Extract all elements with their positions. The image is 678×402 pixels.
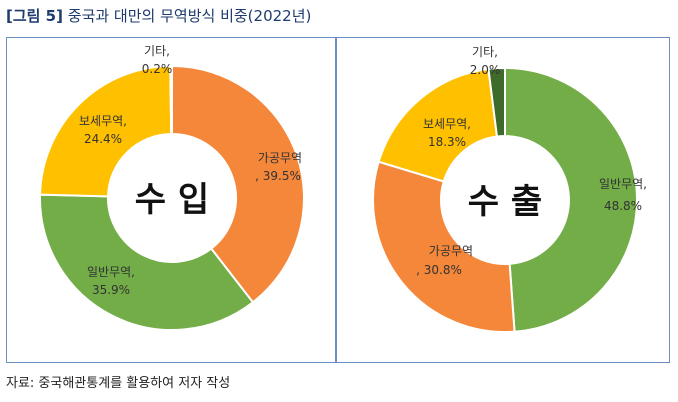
import-donut-chart: 가공무역 , 39.5% 일반무역, 35.9% 보세무역, 24.4% 기타, 0.2% 수 … [39, 44, 305, 331]
export-chart-panel: 일반무역, 48.8% 가공무역 , 30.8% 보세무역, 18.3% 기타, 2.0% 수 … [336, 37, 670, 363]
pie-slice [39, 64, 173, 198]
import-chart-panel: 가공무역 , 39.5% 일반무역, 35.9% 보세무역, 24.4% 기타, 0.2% 수 … [6, 37, 336, 363]
pie-slice [372, 160, 516, 333]
slice-value-label: 48.8% [604, 199, 642, 213]
slice-label: 기타, [144, 44, 170, 58]
pie-slice [169, 64, 173, 136]
figure-title-text: 중국과 대만의 무역방식 비중(2022년) [67, 7, 312, 25]
source-note: 자료: 중국해관통계를 활용하여 저자 작성 [6, 376, 231, 391]
slice-label: 가공무역 [258, 151, 302, 165]
pie-slice [171, 64, 305, 304]
pie-slice [504, 66, 639, 333]
slice-label: 일반무역, [599, 177, 647, 191]
slice-value-label: 24.4% [84, 132, 122, 146]
figure-number: [그림 5] [6, 7, 63, 25]
slice-label: 보세무역, [423, 117, 471, 131]
slice-value-label: , 30.8% [416, 263, 462, 277]
export-donut-chart: 일반무역, 48.8% 가공무역 , 30.8% 보세무역, 18.3% 기타, 2.0% 수 … [372, 45, 647, 333]
slice-label: 보세무역, [79, 114, 127, 128]
figure-title: [그림 5] 중국과 대만의 무역방식 비중(2022년) [6, 6, 311, 26]
slice-label: 기타, [472, 45, 498, 59]
center-label: 수 입 [135, 180, 209, 220]
slice-value-label: 18.3% [428, 135, 466, 149]
slice-value-label: 0.2% [142, 62, 173, 76]
pie-slice [487, 66, 506, 138]
slice-label: 가공무역 [429, 244, 473, 258]
center-label: 수 출 [468, 182, 542, 222]
slice-value-label: 2.0% [470, 63, 501, 77]
slice-value-label: , 39.5% [255, 169, 301, 183]
slice-value-label: 35.9% [92, 283, 130, 297]
slice-label: 일반무역, [87, 265, 135, 279]
pie-slice [39, 193, 255, 331]
